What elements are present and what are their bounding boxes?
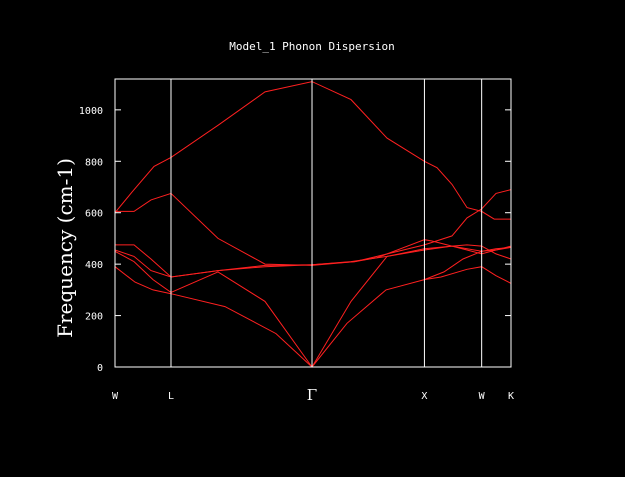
plot-frame bbox=[114, 78, 512, 368]
dispersion-branch-5 bbox=[114, 245, 512, 368]
dispersion-branch-1 bbox=[114, 81, 511, 220]
dispersion-branch-6 bbox=[114, 266, 512, 368]
y-tick-label: 600 bbox=[85, 209, 103, 220]
y-tick-label: 0 bbox=[97, 363, 103, 374]
y-axis-ticks: 0 200 400 600 800 1000 bbox=[79, 106, 511, 374]
dispersion-branch-2 bbox=[115, 192, 512, 266]
x-tick-label-3: Γ bbox=[307, 386, 317, 404]
dispersion-branch-7 bbox=[424, 246, 512, 281]
y-tick-label: 1000 bbox=[79, 106, 103, 117]
x-tick-label-4: X bbox=[421, 391, 427, 402]
y-tick-label: 400 bbox=[85, 260, 103, 271]
dispersion-curves bbox=[114, 81, 512, 368]
chart-title: Model_1 Phonon Dispersion bbox=[229, 40, 395, 53]
x-tick-label-2: L bbox=[168, 391, 174, 402]
dispersion-branch-4 bbox=[114, 244, 512, 278]
y-axis-label: Frequency (cm-1) bbox=[53, 158, 77, 338]
y-tick-label: 200 bbox=[85, 312, 103, 323]
high-symmetry-lines bbox=[170, 79, 483, 367]
x-tick-label-6: K bbox=[508, 391, 514, 402]
y-tick-label: 800 bbox=[85, 157, 103, 168]
x-tick-label-1: W bbox=[112, 391, 119, 402]
x-tick-label-5: W bbox=[479, 391, 486, 402]
dispersion-branch-3 bbox=[115, 189, 512, 278]
